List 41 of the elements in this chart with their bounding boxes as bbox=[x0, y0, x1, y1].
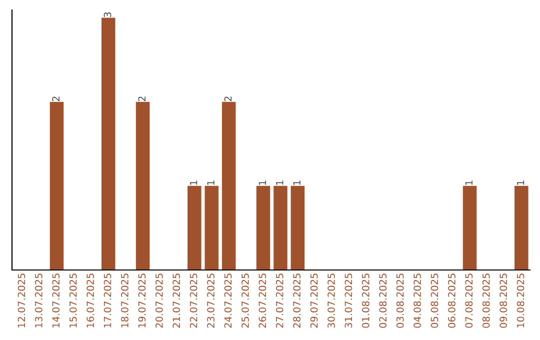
data-label: 1 bbox=[190, 180, 198, 185]
data-label: 1 bbox=[516, 180, 524, 185]
x-tick-label: 03.08.2025 bbox=[396, 274, 404, 328]
x-tick-label: 17.07.2025 bbox=[104, 274, 112, 328]
x-tick-label: 28.07.2025 bbox=[293, 274, 300, 328]
data-label: 2 bbox=[52, 96, 60, 102]
data-label: 1 bbox=[465, 180, 472, 185]
x-tick-label: 19.07.2025 bbox=[138, 274, 146, 328]
x-tick-label: 05.08.2025 bbox=[430, 274, 438, 328]
x-tick-label: 09.08.2025 bbox=[500, 274, 508, 328]
x-tick-label: 06.08.2025 bbox=[448, 274, 456, 328]
x-tick-label: 14.07.2025 bbox=[52, 274, 60, 328]
x-tick-label: 30.07.2025 bbox=[328, 274, 335, 328]
x-tick-label: 02.08.2025 bbox=[379, 274, 387, 328]
x-tick-label: 21.07.2025 bbox=[172, 274, 180, 328]
x-tick-label: 27.07.2025 bbox=[276, 274, 284, 328]
x-tick-label: 07.08.2025 bbox=[465, 274, 473, 328]
x-tick-label: 26.07.2025 bbox=[258, 274, 266, 328]
x-tick-label: 24.07.2025 bbox=[224, 274, 232, 328]
data-label: 2 bbox=[138, 96, 146, 102]
x-tick-label: 20.07.2025 bbox=[155, 274, 163, 328]
data-label: 1 bbox=[258, 180, 266, 185]
x-tick-label: 12.07.2025 bbox=[18, 274, 26, 328]
x-tick-label: 29.07.2025 bbox=[310, 274, 318, 328]
x-tick-label: 31.07.2025 bbox=[344, 274, 352, 328]
x-tick-label: 16.07.2025 bbox=[86, 274, 94, 328]
data-label: 1 bbox=[293, 180, 300, 185]
x-tick-label: 01.08.2025 bbox=[362, 274, 370, 328]
x-tick-label: 15.07.2025 bbox=[69, 274, 77, 328]
x-tick-label: 10.08.2025 bbox=[516, 274, 524, 328]
data-label: 3 bbox=[104, 12, 112, 18]
x-tick-label: 13.07.2025 bbox=[35, 274, 42, 328]
x-tick-label: 18.07.2025 bbox=[121, 274, 128, 328]
x-tick-label: 22.07.2025 bbox=[190, 274, 198, 328]
data-label: 1 bbox=[207, 180, 214, 185]
x-tick-label: 04.08.2025 bbox=[414, 274, 421, 328]
data-label: 1 bbox=[276, 180, 284, 185]
data-label: 2 bbox=[224, 96, 232, 102]
x-tick-label: 08.08.2025 bbox=[482, 274, 490, 328]
x-tick-label: 23.07.2025 bbox=[207, 274, 214, 328]
x-tick-label: 25.07.2025 bbox=[242, 274, 249, 328]
